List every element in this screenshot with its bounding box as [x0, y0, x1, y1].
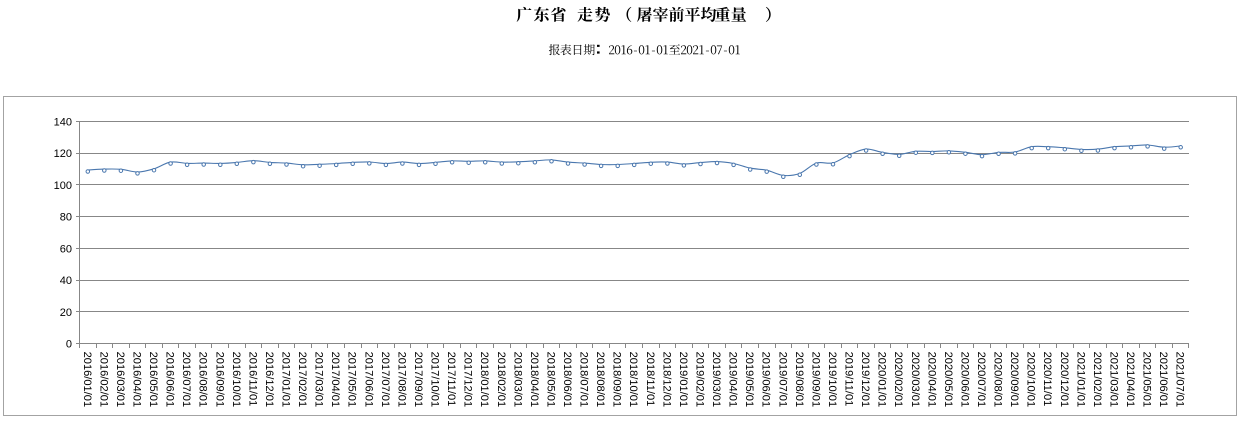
svg-text:2016/06/01: 2016/06/01 [164, 352, 176, 408]
svg-text:2017/05/01: 2017/05/01 [346, 352, 358, 408]
svg-text:2017/11/01: 2017/11/01 [445, 352, 457, 407]
svg-text:40: 40 [60, 275, 72, 287]
svg-text:2016/03/01: 2016/03/01 [114, 352, 126, 408]
svg-text:2019/02/01: 2019/02/01 [694, 352, 706, 408]
svg-text:2020/05/01: 2020/05/01 [942, 352, 954, 408]
svg-text:2019/11/01: 2019/11/01 [843, 352, 855, 407]
svg-text:2019/12/01: 2019/12/01 [859, 352, 871, 408]
svg-text:2019/07/01: 2019/07/01 [776, 352, 788, 408]
svg-text:2017/01/01: 2017/01/01 [280, 352, 292, 408]
svg-text:2020/11/01: 2020/11/01 [1041, 352, 1053, 407]
svg-text:2021/04/01: 2021/04/01 [1124, 352, 1136, 408]
svg-text:2021/01/01: 2021/01/01 [1074, 352, 1086, 408]
svg-text:80: 80 [60, 212, 72, 224]
svg-text:2021/05/01: 2021/05/01 [1141, 352, 1153, 408]
svg-text:20: 20 [60, 307, 72, 319]
svg-text:2017/07/01: 2017/07/01 [379, 352, 391, 408]
svg-text:2017/06/01: 2017/06/01 [362, 352, 374, 408]
svg-text:2018/07/01: 2018/07/01 [578, 352, 590, 408]
svg-text:2016/11/01: 2016/11/01 [246, 352, 258, 407]
svg-text:2021/06/01: 2021/06/01 [1157, 352, 1169, 408]
svg-text:2018/03/01: 2018/03/01 [511, 352, 523, 408]
svg-text:2021/03/01: 2021/03/01 [1108, 352, 1120, 408]
svg-text:2017/12/01: 2017/12/01 [462, 352, 474, 408]
svg-text:2016/02/01: 2016/02/01 [97, 352, 109, 408]
svg-text:2021/07/01: 2021/07/01 [1174, 352, 1186, 408]
svg-text:2017/08/01: 2017/08/01 [395, 352, 407, 408]
svg-text:2016/05/01: 2016/05/01 [147, 352, 159, 408]
svg-text:2020/10/01: 2020/10/01 [1025, 352, 1037, 408]
svg-text:2018/12/01: 2018/12/01 [660, 352, 672, 408]
svg-text:2019/06/01: 2019/06/01 [760, 352, 772, 408]
svg-text:2018/08/01: 2018/08/01 [594, 352, 606, 408]
svg-text:60: 60 [60, 243, 72, 255]
svg-text:2018/02/01: 2018/02/01 [495, 352, 507, 408]
svg-text:2018/01/01: 2018/01/01 [478, 352, 490, 408]
svg-text:2017/02/01: 2017/02/01 [296, 352, 308, 408]
svg-text:2020/09/01: 2020/09/01 [1008, 352, 1020, 408]
svg-text:2016/09/01: 2016/09/01 [213, 352, 225, 408]
svg-text:2017/03/01: 2017/03/01 [313, 352, 325, 408]
svg-text:2018/11/01: 2018/11/01 [644, 352, 656, 407]
svg-text:2019/10/01: 2019/10/01 [826, 352, 838, 408]
svg-text:2020/07/01: 2020/07/01 [975, 352, 987, 408]
svg-text:140: 140 [54, 117, 72, 129]
svg-text:2020/06/01: 2020/06/01 [958, 352, 970, 408]
svg-text:120: 120 [54, 148, 72, 160]
svg-text:2018/09/01: 2018/09/01 [611, 352, 623, 408]
svg-text:2018/04/01: 2018/04/01 [528, 352, 540, 408]
svg-text:2019/08/01: 2019/08/01 [793, 352, 805, 408]
svg-text:0: 0 [66, 339, 72, 351]
svg-text:2020/12/01: 2020/12/01 [1058, 352, 1070, 408]
svg-text:2017/04/01: 2017/04/01 [329, 352, 341, 408]
svg-text:2018/05/01: 2018/05/01 [545, 352, 557, 408]
svg-text:2018/10/01: 2018/10/01 [627, 352, 639, 408]
svg-text:2017/09/01: 2017/09/01 [412, 352, 424, 408]
svg-text:2020/03/01: 2020/03/01 [909, 352, 921, 408]
svg-text:2019/01/01: 2019/01/01 [677, 352, 689, 408]
svg-text:2016/10/01: 2016/10/01 [230, 352, 242, 408]
svg-text:2020/02/01: 2020/02/01 [892, 352, 904, 408]
svg-text:2020/08/01: 2020/08/01 [992, 352, 1004, 408]
svg-text:2019/04/01: 2019/04/01 [727, 352, 739, 408]
svg-text:2020/04/01: 2020/04/01 [925, 352, 937, 408]
svg-text:2021/02/01: 2021/02/01 [1091, 352, 1103, 408]
svg-text:2016/12/01: 2016/12/01 [263, 352, 275, 408]
svg-text:2019/09/01: 2019/09/01 [809, 352, 821, 408]
svg-text:2019/05/01: 2019/05/01 [743, 352, 755, 408]
svg-text:2018/06/01: 2018/06/01 [561, 352, 573, 408]
svg-text:2016/08/01: 2016/08/01 [197, 352, 209, 408]
svg-text:2019/03/01: 2019/03/01 [710, 352, 722, 408]
svg-text:2016/07/01: 2016/07/01 [180, 352, 192, 408]
svg-text:2020/01/01: 2020/01/01 [876, 352, 888, 408]
svg-text:2016/01/01: 2016/01/01 [81, 352, 93, 408]
svg-text:2017/10/01: 2017/10/01 [429, 352, 441, 408]
svg-text:2016/04/01: 2016/04/01 [131, 352, 143, 408]
svg-text:100: 100 [54, 180, 72, 192]
